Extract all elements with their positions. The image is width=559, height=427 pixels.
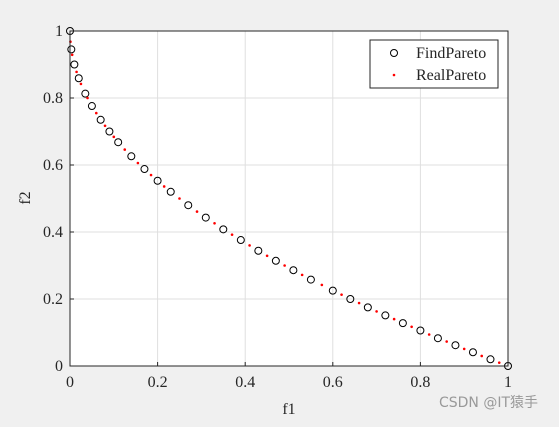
marker-dot bbox=[357, 301, 361, 305]
marker-circle bbox=[70, 60, 79, 69]
marker-dot bbox=[213, 221, 216, 225]
marker-dot bbox=[136, 161, 140, 165]
marker-dot bbox=[462, 347, 466, 351]
marker-dot bbox=[283, 264, 286, 267]
marker-circle bbox=[127, 152, 136, 161]
marker-circle bbox=[416, 326, 425, 335]
marker-dot bbox=[178, 197, 181, 200]
marker-dot bbox=[79, 82, 83, 86]
marker-circle bbox=[140, 165, 149, 174]
marker-circle bbox=[96, 115, 105, 124]
x-axis-label: f1 bbox=[282, 401, 295, 418]
legend: FindPareto RealPareto bbox=[369, 39, 499, 89]
x-tick-label: 0.6 bbox=[323, 374, 343, 391]
axes-box bbox=[69, 30, 509, 367]
marker-circle bbox=[433, 334, 442, 343]
y-axis-label: f2 bbox=[17, 191, 34, 204]
marker-dot bbox=[427, 333, 431, 336]
marker-dot bbox=[112, 135, 116, 139]
marker-circle bbox=[74, 74, 83, 83]
legend-box bbox=[369, 39, 499, 89]
marker-circle bbox=[390, 49, 398, 57]
marker-dot bbox=[410, 325, 413, 329]
marker-dot bbox=[123, 148, 127, 151]
marker-dot bbox=[392, 317, 396, 321]
marker-dot bbox=[162, 185, 166, 188]
marker-dot bbox=[230, 233, 234, 236]
marker-dot bbox=[340, 293, 343, 296]
x-tick-label: 0.2 bbox=[148, 374, 168, 391]
marker-dot bbox=[375, 310, 378, 313]
marker-circle bbox=[87, 102, 96, 111]
y-tick-label: 0.2 bbox=[43, 291, 63, 308]
marker-circle bbox=[219, 225, 228, 234]
y-tick-label: 0.6 bbox=[43, 157, 63, 174]
marker-dot bbox=[195, 210, 199, 213]
y-tick-label: 0.8 bbox=[43, 90, 63, 107]
marker-circle bbox=[153, 176, 162, 185]
marker-dot bbox=[445, 340, 448, 343]
marker-circle bbox=[166, 187, 175, 196]
marker-dot bbox=[497, 361, 501, 364]
marker-circle bbox=[271, 256, 280, 265]
legend-label: RealPareto bbox=[416, 67, 486, 84]
marker-dot bbox=[320, 283, 324, 287]
marker-circle bbox=[398, 319, 407, 328]
marker-dot bbox=[248, 244, 251, 247]
marker-dot bbox=[70, 53, 74, 57]
watermark: CSDN @IT猿手 bbox=[439, 395, 538, 411]
marker-circle bbox=[363, 303, 372, 312]
x-tick-label: 0 bbox=[66, 374, 74, 391]
marker-circle bbox=[306, 275, 315, 284]
x-tick-label: 1 bbox=[504, 374, 512, 391]
marker-circle bbox=[184, 201, 193, 210]
marker-circle bbox=[346, 295, 355, 303]
marker-dot bbox=[86, 96, 89, 100]
y-tick-label: 1 bbox=[55, 23, 63, 40]
marker-circle bbox=[254, 246, 263, 255]
marker-circle bbox=[328, 286, 337, 295]
marker-dot bbox=[103, 124, 107, 128]
marker-dot bbox=[480, 354, 484, 358]
legend-label: FindPareto bbox=[416, 45, 486, 62]
marker-circle bbox=[381, 311, 390, 320]
marker-circle bbox=[105, 127, 114, 136]
marker-circle bbox=[114, 138, 123, 147]
marker-circle bbox=[81, 89, 90, 98]
y-tick-label: 0 bbox=[55, 358, 63, 375]
ticks: 0 0.2 0.4 0.6 0.8 1 0 0.2 0.4 0.6 0.8 1 bbox=[43, 23, 512, 391]
marker-circle bbox=[201, 213, 210, 222]
y-tick-label: 0.4 bbox=[43, 224, 63, 241]
marker-dot bbox=[149, 173, 153, 177]
marker-dot bbox=[392, 73, 396, 77]
x-tick-label: 0.4 bbox=[235, 374, 255, 391]
marker-dot bbox=[300, 273, 304, 277]
marker-circle bbox=[451, 341, 460, 350]
marker-dot bbox=[94, 111, 98, 115]
marker-dot bbox=[265, 254, 269, 258]
marker-circle bbox=[236, 236, 245, 245]
marker-circle bbox=[67, 45, 76, 54]
marker-circle bbox=[468, 348, 477, 357]
marker-dot bbox=[75, 70, 78, 74]
marker-circle bbox=[289, 266, 298, 275]
marker-circle bbox=[486, 355, 495, 364]
x-tick-label: 0.8 bbox=[410, 374, 430, 391]
